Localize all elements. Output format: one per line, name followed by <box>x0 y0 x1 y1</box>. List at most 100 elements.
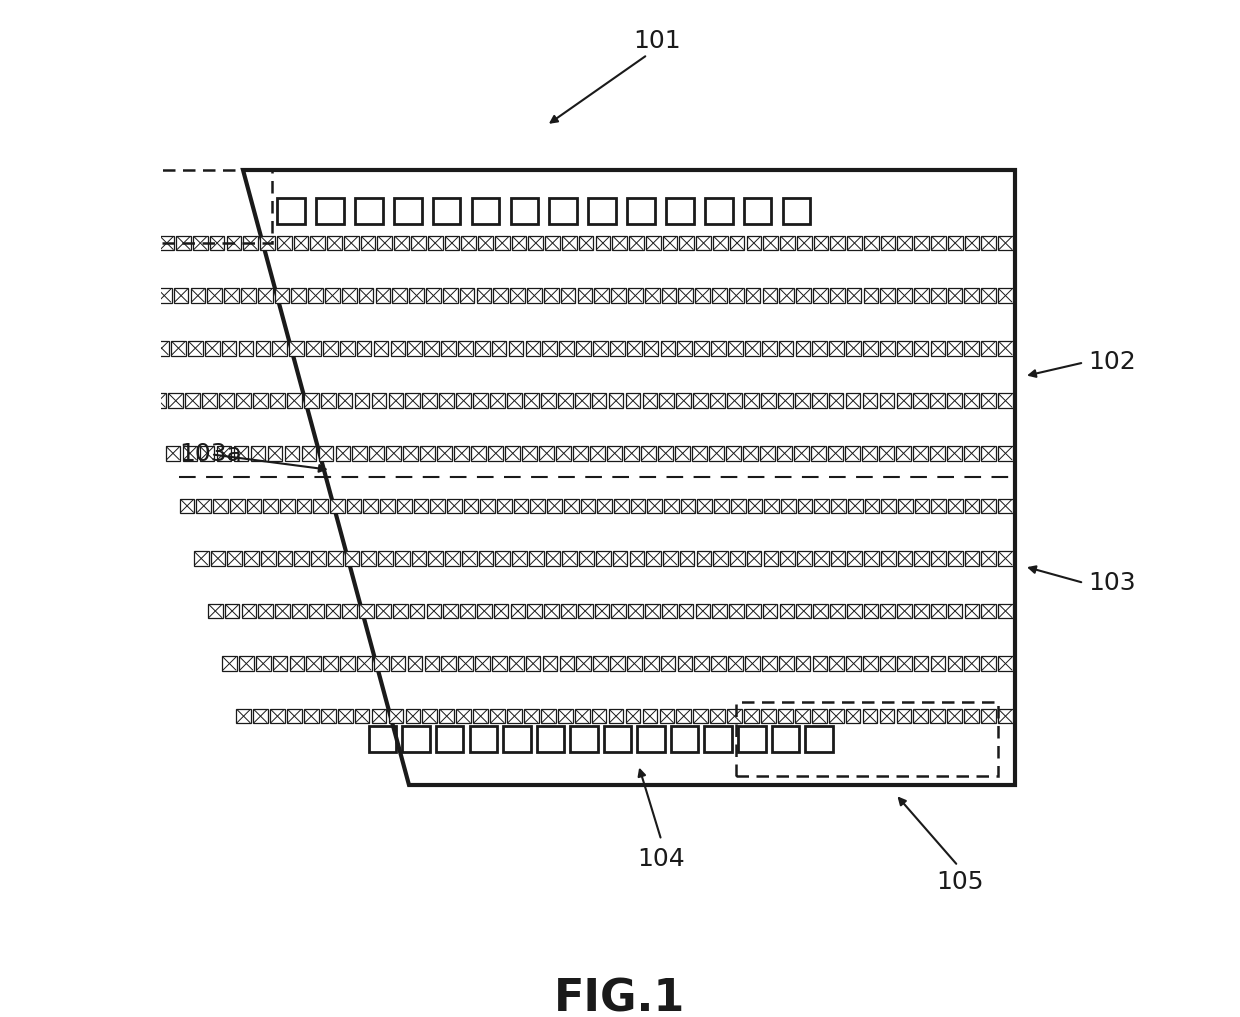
Bar <box>761 656 776 671</box>
Bar <box>677 709 691 723</box>
Bar <box>594 288 609 303</box>
Bar <box>563 551 577 565</box>
Bar <box>238 341 253 356</box>
Bar <box>255 341 270 356</box>
Bar <box>494 288 508 303</box>
Bar <box>947 288 962 303</box>
Bar <box>947 236 962 250</box>
Bar <box>480 498 495 514</box>
Bar <box>646 236 661 250</box>
Bar <box>761 341 776 356</box>
Bar <box>828 394 843 408</box>
Bar <box>694 656 709 671</box>
Bar <box>746 604 760 618</box>
Bar <box>930 394 945 408</box>
Bar <box>931 656 945 671</box>
Text: 102: 102 <box>1089 351 1136 374</box>
Bar <box>306 341 321 356</box>
Bar <box>578 288 593 303</box>
Bar <box>577 656 591 671</box>
Bar <box>812 341 827 356</box>
Bar <box>610 656 625 671</box>
Bar <box>693 394 708 408</box>
Bar <box>847 551 862 565</box>
Bar <box>625 445 639 461</box>
Bar <box>714 498 729 514</box>
Text: 103: 103 <box>1089 571 1136 595</box>
Bar <box>713 236 728 250</box>
Bar <box>293 604 306 618</box>
Bar <box>492 656 507 671</box>
Bar <box>813 236 828 250</box>
Bar <box>445 236 459 250</box>
Bar <box>169 394 184 408</box>
Bar <box>507 709 522 723</box>
Bar <box>182 445 197 461</box>
Bar <box>579 551 594 565</box>
Bar <box>326 604 340 618</box>
Bar <box>387 445 402 461</box>
Bar <box>306 656 321 671</box>
Bar <box>879 394 894 408</box>
Bar <box>314 498 329 514</box>
Bar <box>188 341 202 356</box>
Bar <box>914 236 929 250</box>
Bar <box>409 604 424 618</box>
Bar <box>531 498 546 514</box>
Bar <box>310 236 325 250</box>
Bar <box>227 236 242 250</box>
Bar <box>202 394 217 408</box>
Bar <box>233 445 248 461</box>
Bar <box>704 726 732 752</box>
Bar <box>489 445 503 461</box>
Bar <box>579 236 594 250</box>
Bar <box>665 498 678 514</box>
Bar <box>630 551 645 565</box>
Bar <box>294 236 309 250</box>
Bar <box>796 341 810 356</box>
Bar <box>680 236 694 250</box>
Bar <box>321 709 336 723</box>
Bar <box>211 551 226 565</box>
Bar <box>831 551 846 565</box>
Bar <box>394 198 422 224</box>
Bar <box>433 198 460 224</box>
Bar <box>998 709 1013 723</box>
Bar <box>378 551 393 565</box>
Bar <box>998 604 1013 618</box>
Bar <box>631 498 645 514</box>
Bar <box>897 341 911 356</box>
Bar <box>614 498 629 514</box>
Bar <box>846 709 861 723</box>
Bar <box>981 656 996 671</box>
Bar <box>593 656 608 671</box>
Bar <box>372 709 387 723</box>
Bar <box>627 198 655 224</box>
Bar <box>309 604 324 618</box>
Bar <box>965 394 978 408</box>
Bar <box>677 656 692 671</box>
Bar <box>981 551 996 565</box>
Bar <box>898 604 911 618</box>
Bar <box>647 498 662 514</box>
Bar <box>831 236 846 250</box>
Bar <box>508 341 523 356</box>
Bar <box>441 656 456 671</box>
Bar <box>676 445 689 461</box>
Bar <box>848 498 863 514</box>
Bar <box>460 288 475 303</box>
Bar <box>727 394 742 408</box>
Bar <box>914 604 929 618</box>
Bar <box>730 551 745 565</box>
Bar <box>372 394 387 408</box>
Bar <box>813 288 828 303</box>
Bar <box>694 341 709 356</box>
Bar <box>255 656 270 671</box>
Bar <box>812 709 827 723</box>
Bar <box>429 551 443 565</box>
Bar <box>780 288 794 303</box>
Bar <box>393 604 408 618</box>
Bar <box>915 498 929 514</box>
Bar <box>580 498 595 514</box>
Bar <box>160 236 174 250</box>
